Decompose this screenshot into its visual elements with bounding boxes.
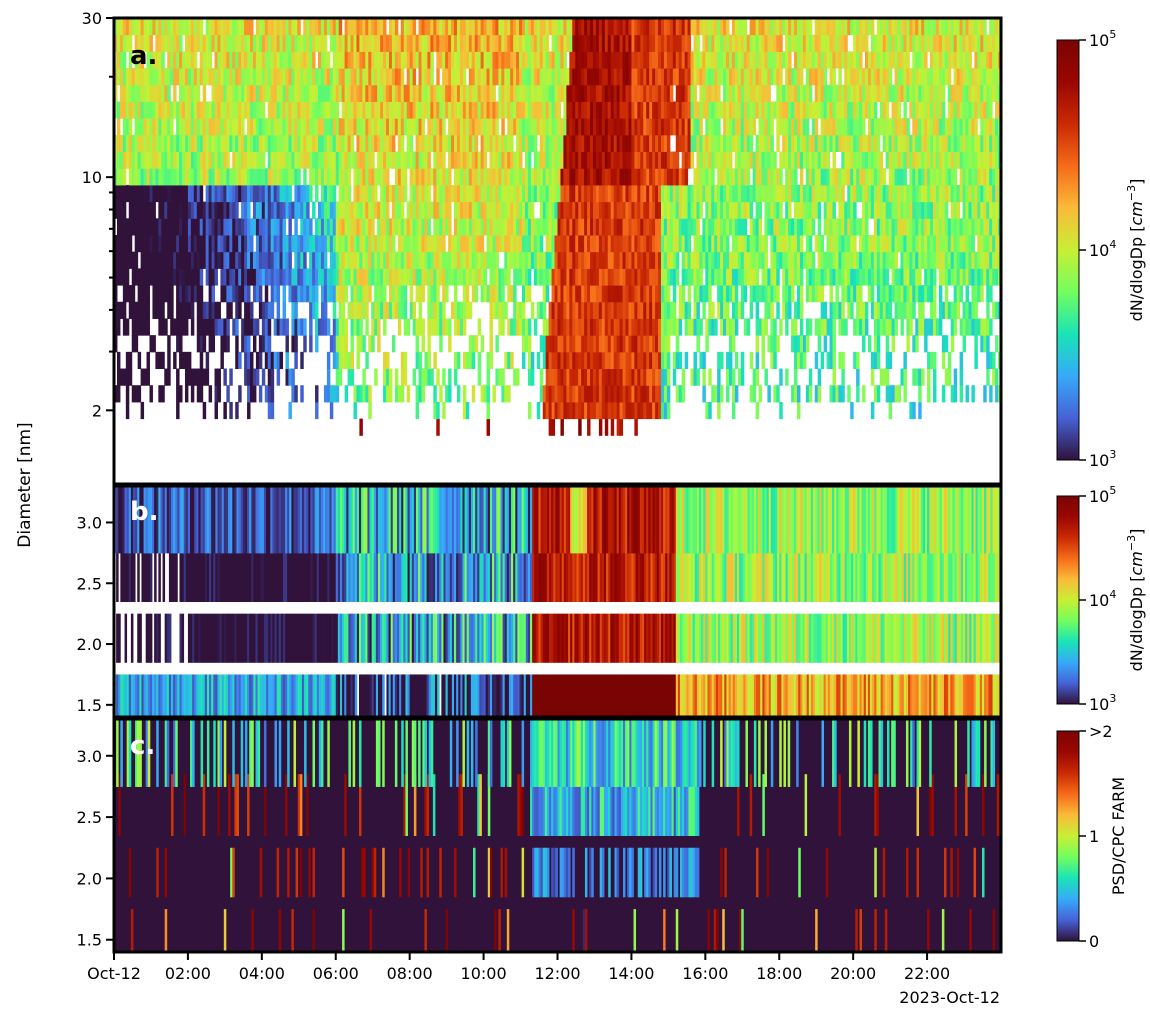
panel-c-y-ticks: 3.0 2.5 2.0 1.5 <box>77 747 114 950</box>
panel-b-frame <box>112 484 1003 719</box>
colorbar-tick-label: 0 <box>1089 932 1099 951</box>
colorbar-c-label: PSD/CPC FARM <box>1109 777 1128 895</box>
x-tick-label: 06:00 <box>313 964 359 983</box>
panel-c-label: c. <box>130 731 155 761</box>
heatmap-a-cells <box>114 18 1001 484</box>
colorbar-tick-label: 105 <box>1089 484 1116 506</box>
colorbar-tick-label: 103 <box>1089 692 1116 714</box>
colorbar-b-ticks: 105 104 103 <box>1079 484 1116 714</box>
y-tick-label: 1.5 <box>77 696 102 715</box>
y-tick-label: 10 <box>82 168 102 187</box>
x-tick-label: 02:00 <box>165 964 211 983</box>
colorbar-tick-label: 103 <box>1089 448 1116 470</box>
panel-a-label: a. <box>130 41 157 71</box>
y-tick-label: 2.5 <box>77 574 102 593</box>
colorbar-a: 105 104 103 dN/dlogDp [cm−3] <box>1056 28 1146 470</box>
y-tick-label: 3.0 <box>77 747 102 766</box>
colorbar-tick-label: 1 <box>1089 827 1099 846</box>
colorbar-tick-label: 105 <box>1089 28 1116 50</box>
heatmap-c-cells <box>114 719 1001 952</box>
colorbar-c-ticks: >2 1 0 <box>1079 722 1113 951</box>
panel-b-label: b. <box>130 497 159 527</box>
colorbar-tick-label: 104 <box>1089 588 1116 610</box>
panel-a: a. 30 10 2 <box>82 9 1003 486</box>
x-tick-label: 22:00 <box>904 964 950 983</box>
x-tick-label: 14:00 <box>608 964 654 983</box>
colorbar-c-gradient <box>1056 730 1080 942</box>
y-tick-label: 2.5 <box>77 808 102 827</box>
y-tick-label: 3.0 <box>77 513 102 532</box>
panel-b: b. 3.0 2.5 2.0 1.5 <box>77 484 1003 719</box>
panel-a-y-ticks: 30 10 2 <box>82 9 114 420</box>
panel-b-y-ticks: 3.0 2.5 2.0 1.5 <box>77 513 114 715</box>
y-tick-label: 30 <box>82 9 102 28</box>
panel-c: c. 3.0 2.5 2.0 1.5 <box>77 717 1003 954</box>
x-tick-label: 10:00 <box>461 964 507 983</box>
colorbar-c: >2 1 0 PSD/CPC FARM <box>1056 722 1128 951</box>
x-tick-label: 12:00 <box>534 964 580 983</box>
colorbar-tick-label: >2 <box>1089 722 1113 741</box>
colorbar-a-gradient <box>1056 39 1080 461</box>
colorbar-b: 105 104 103 dN/dlogDp [cm−3] <box>1056 484 1146 714</box>
x-tick-label: 20:00 <box>830 964 876 983</box>
heatmap-b-cells <box>114 486 1001 717</box>
x-tick-label: Oct-12 <box>87 964 141 983</box>
x-axis-ticks: Oct-12 02:00 04:00 06:00 08:00 10:00 12:00 14:0… <box>87 952 950 983</box>
x-tick-label: 18:00 <box>756 964 802 983</box>
colorbar-b-gradient <box>1056 495 1080 705</box>
x-tick-label: 16:00 <box>682 964 728 983</box>
colorbar-a-label: dN/dlogDp [cm−3] <box>1125 179 1146 322</box>
colorbar-a-ticks: 105 104 103 <box>1079 28 1116 470</box>
y-axis-label: Diameter [nm] <box>15 422 35 547</box>
x-axis-date-label: 2023-Oct-12 <box>899 988 1000 1007</box>
colorbar-tick-label: 104 <box>1089 238 1116 260</box>
y-tick-label: 2.0 <box>77 635 102 654</box>
y-tick-label: 2.0 <box>77 869 102 888</box>
x-tick-label: 04:00 <box>239 964 285 983</box>
y-tick-label: 2 <box>92 401 102 420</box>
y-tick-label: 1.5 <box>77 931 102 950</box>
colorbar-b-label: dN/dlogDp [cm−3] <box>1125 529 1146 672</box>
x-tick-label: 08:00 <box>387 964 433 983</box>
